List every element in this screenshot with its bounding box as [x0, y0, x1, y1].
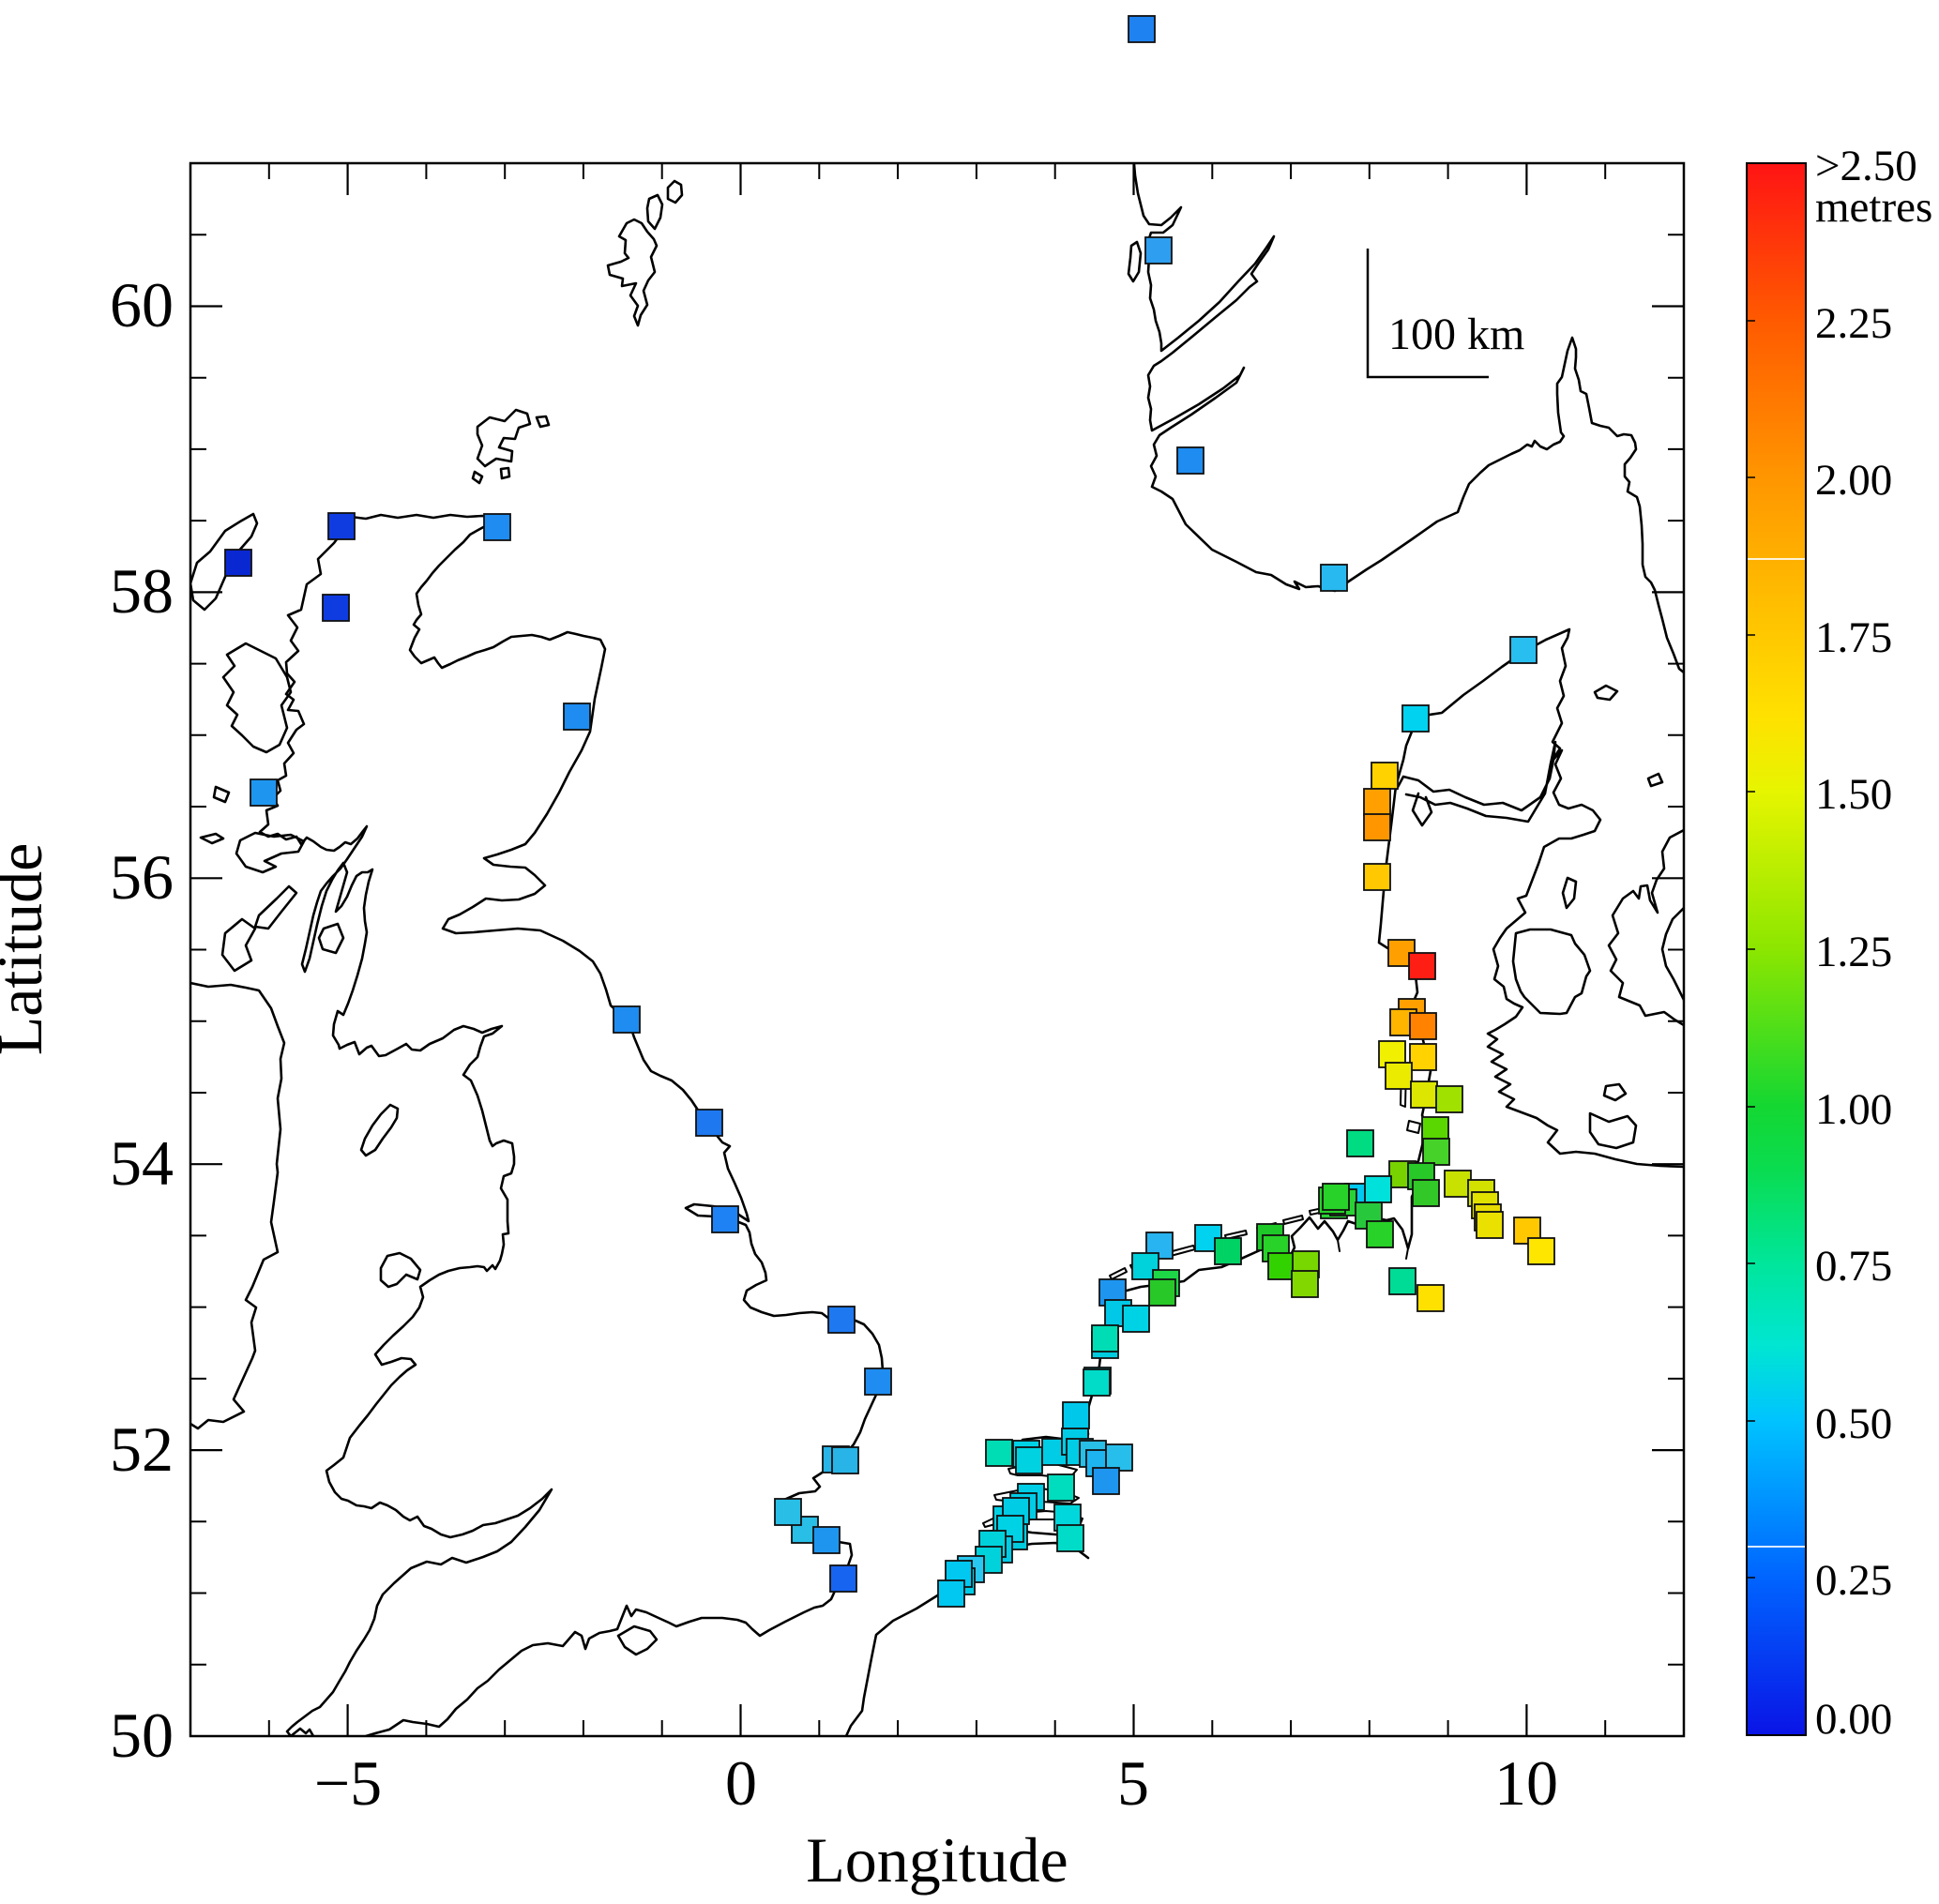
- svg-text:2.25: 2.25: [1815, 299, 1892, 348]
- svg-text:54: 54: [110, 1127, 174, 1199]
- svg-text:2.00: 2.00: [1815, 456, 1892, 505]
- svg-text:metres: metres: [1815, 183, 1932, 232]
- svg-text:0.25: 0.25: [1815, 1556, 1892, 1605]
- svg-text:0.75: 0.75: [1815, 1242, 1892, 1291]
- svg-text:0.00: 0.00: [1815, 1695, 1892, 1744]
- svg-text:58: 58: [110, 555, 174, 627]
- svg-text:Longitude: Longitude: [806, 1824, 1068, 1896]
- svg-text:1.75: 1.75: [1815, 613, 1892, 662]
- svg-text:Latitude: Latitude: [0, 843, 55, 1056]
- svg-text:>2.50: >2.50: [1815, 142, 1917, 190]
- svg-text:1.25: 1.25: [1815, 928, 1892, 976]
- svg-text:60: 60: [110, 269, 174, 340]
- svg-text:50: 50: [110, 1700, 174, 1771]
- svg-text:0.50: 0.50: [1815, 1399, 1892, 1448]
- svg-text:1.00: 1.00: [1815, 1085, 1892, 1134]
- svg-text:5: 5: [1117, 1747, 1149, 1819]
- svg-text:100 km: 100 km: [1388, 310, 1524, 359]
- svg-text:52: 52: [110, 1413, 174, 1485]
- svg-text:56: 56: [110, 841, 174, 913]
- svg-text:−5: −5: [314, 1747, 382, 1819]
- svg-text:0: 0: [725, 1747, 757, 1819]
- svg-text:1.50: 1.50: [1815, 770, 1892, 819]
- svg-text:10: 10: [1494, 1747, 1558, 1819]
